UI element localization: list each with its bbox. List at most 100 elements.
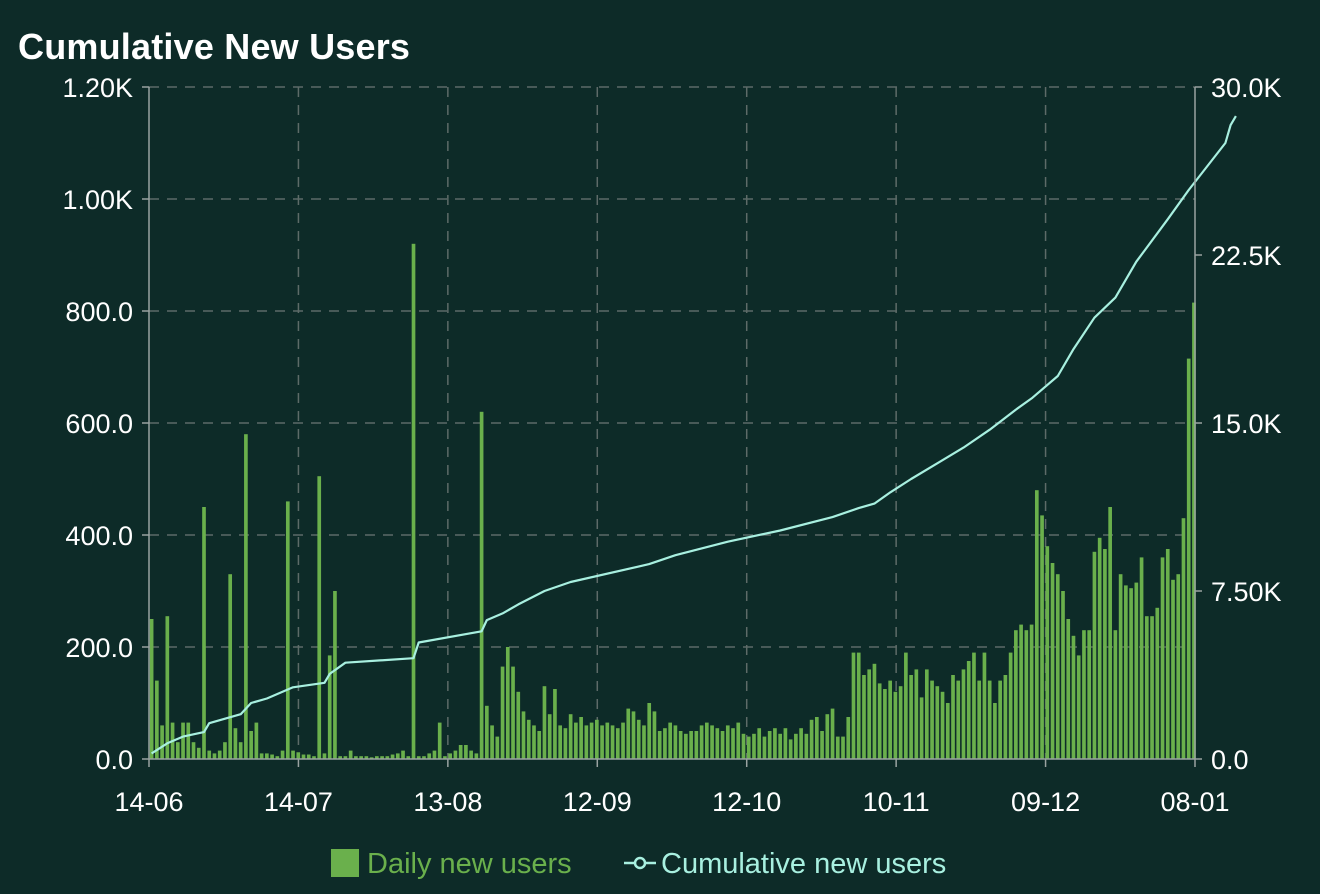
bar (380, 756, 384, 759)
bar (411, 243, 416, 760)
bar (1034, 490, 1039, 759)
bar (1118, 574, 1123, 759)
bar (945, 703, 950, 759)
bar (500, 666, 505, 759)
bar (972, 652, 976, 759)
bar (919, 697, 924, 759)
bar (935, 686, 940, 759)
bar (186, 722, 191, 759)
bar (794, 733, 798, 759)
bar (678, 731, 683, 759)
bar (961, 669, 966, 759)
bar (181, 722, 185, 759)
bar (516, 691, 521, 759)
bar (416, 756, 421, 759)
bar (830, 708, 835, 759)
bar (814, 717, 819, 759)
y-left-tick-label: 400.0 (65, 521, 133, 551)
bar (511, 666, 515, 759)
bar (1055, 574, 1060, 759)
bar (1108, 507, 1112, 759)
bar (767, 731, 772, 759)
bar (1144, 616, 1149, 759)
bar (568, 714, 573, 759)
bar (841, 736, 845, 759)
bar (1150, 616, 1154, 759)
bar (684, 733, 688, 759)
bar (202, 507, 206, 759)
bar (820, 731, 824, 759)
bar (364, 756, 369, 759)
bar (966, 661, 971, 759)
bar (1061, 591, 1065, 759)
bar (898, 686, 903, 759)
bar (631, 711, 636, 759)
bar (657, 731, 662, 759)
bar (877, 683, 882, 759)
bar (746, 736, 751, 759)
bar (924, 669, 929, 759)
bar (710, 725, 714, 759)
bar (343, 756, 348, 759)
bar-series-daily (149, 243, 1196, 760)
bar (956, 680, 961, 759)
bar (856, 652, 861, 759)
y-left-tick-label: 0.0 (95, 745, 133, 775)
bar (233, 728, 238, 759)
bar (542, 686, 547, 759)
bar (1087, 630, 1092, 759)
bar (1076, 655, 1081, 759)
bar (458, 745, 463, 759)
bar (1019, 624, 1023, 759)
bar (469, 750, 473, 759)
bar (244, 434, 248, 759)
bar (280, 750, 285, 759)
bar (652, 711, 657, 759)
x-tick-label: 10-11 (863, 787, 930, 817)
axes: 0.0 200.0 400.0 600.0 800.0 1.00K 1.20K 0.0 7.50… (62, 73, 1281, 817)
legend-label-daily: Daily new users (367, 848, 572, 880)
bar (1082, 630, 1086, 759)
bar (778, 733, 782, 759)
y-right-tick-label: 30.0K (1211, 73, 1282, 103)
bar (479, 411, 484, 759)
bar (427, 753, 432, 759)
bar (846, 717, 851, 759)
bar (1066, 619, 1071, 759)
x-tick-label: 14-07 (264, 787, 333, 817)
bar (1134, 582, 1139, 759)
bar (553, 689, 557, 759)
legend-swatch-bar (331, 849, 359, 877)
bar (291, 750, 295, 759)
bar (647, 703, 652, 759)
bar (1045, 546, 1050, 759)
bar (1181, 518, 1186, 759)
bar (160, 725, 164, 759)
bar (1003, 675, 1008, 759)
bar (1129, 588, 1133, 759)
bar (699, 725, 704, 759)
bar (788, 739, 793, 759)
bar (359, 756, 363, 759)
bar (1050, 563, 1055, 759)
bar (862, 675, 866, 759)
bar (532, 725, 536, 759)
bar (977, 680, 982, 759)
bar (673, 725, 678, 759)
bar (998, 680, 1002, 759)
bar (1124, 585, 1128, 759)
bar (406, 756, 411, 759)
cumulative-line (151, 115, 1237, 755)
bar (851, 652, 856, 759)
bar (1014, 630, 1018, 759)
bar (725, 725, 730, 759)
bar (526, 719, 531, 759)
bar (207, 750, 212, 759)
bar (904, 652, 908, 759)
bar (521, 711, 526, 759)
bar (448, 753, 453, 759)
bar (301, 754, 306, 759)
bar (563, 728, 568, 759)
bar (741, 733, 746, 759)
bar (385, 756, 390, 759)
